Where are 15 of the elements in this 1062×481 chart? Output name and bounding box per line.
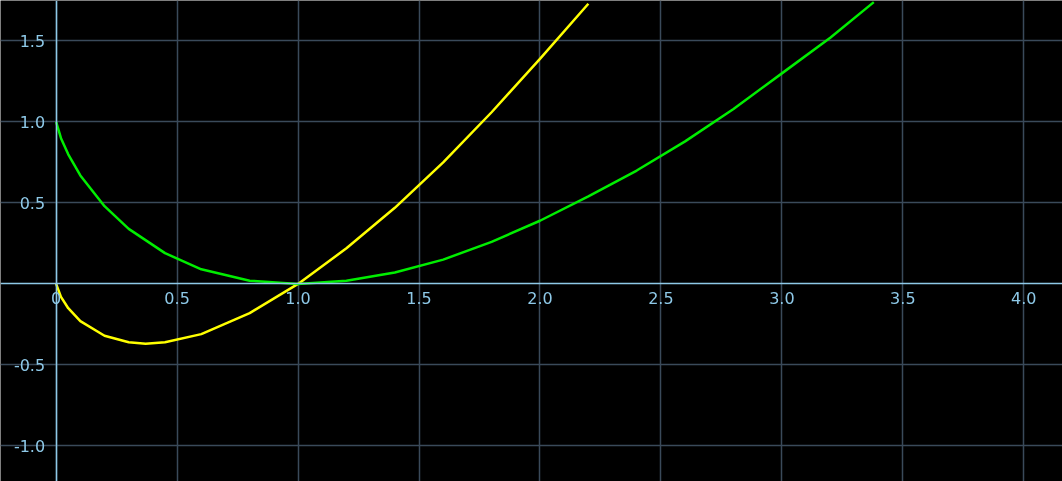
y-tick-label: -0.5: [13, 355, 46, 375]
line-series: [54, 0, 876, 286]
line-series: [54, 2, 590, 346]
x-tick-label: 3.0: [769, 288, 795, 308]
y-tick-label: 0.5: [19, 193, 46, 213]
x-tick-label: 0.5: [164, 288, 190, 308]
y-tick-label: -1.0: [13, 436, 46, 456]
y-tick-label: 1.5: [19, 31, 46, 51]
x-tick-label: 2.5: [648, 288, 674, 308]
y-tick-label: 1.0: [19, 112, 46, 132]
x-tick-label: 3.5: [890, 288, 916, 308]
x-tick-label: 2.0: [527, 288, 553, 308]
x-tick-label: 1.5: [406, 288, 432, 308]
x-tick-label: 1.0: [285, 288, 311, 308]
x-tick-label: 4.0: [1011, 288, 1037, 308]
